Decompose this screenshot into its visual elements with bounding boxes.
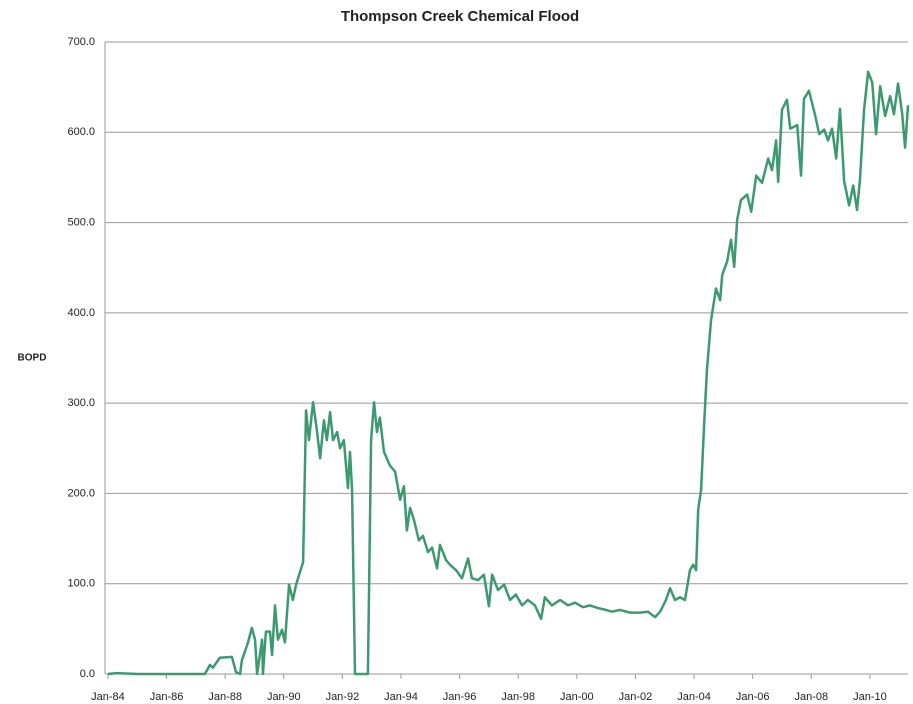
data-line [107,70,910,676]
y-tick-label: 400.0 [67,307,95,319]
x-tick-label: Jan-84 [91,691,125,703]
x-tick-label: Jan-00 [560,691,594,703]
x-tick-label: Jan-90 [267,691,301,703]
x-tick-label: Jan-92 [326,691,360,703]
x-tick-label: Jan-10 [853,691,887,703]
chart-title: Thompson Creek Chemical Flood [341,8,579,25]
x-tick-label: Jan-94 [384,691,418,703]
y-axis-label: BOPD [18,353,47,364]
x-tick-label: Jan-08 [794,691,828,703]
y-tick-label: 600.0 [67,126,95,138]
x-tick-label: Jan-88 [208,691,242,703]
y-tick-label: 200.0 [67,487,95,499]
x-tick-label: Jan-02 [619,691,653,703]
y-tick-label: 300.0 [67,397,95,409]
y-tick-label: 700.0 [67,36,95,48]
x-tick-label: Jan-98 [501,691,535,703]
y-tick-label: 500.0 [67,216,95,228]
x-tick-label: Jan-06 [736,691,770,703]
y-tick-label: 100.0 [67,578,95,590]
x-tick-label: Jan-86 [150,691,184,703]
x-tick-label: Jan-96 [443,691,477,703]
y-tick-label: 0.0 [80,668,95,680]
x-tick-label: Jan-04 [677,691,711,703]
